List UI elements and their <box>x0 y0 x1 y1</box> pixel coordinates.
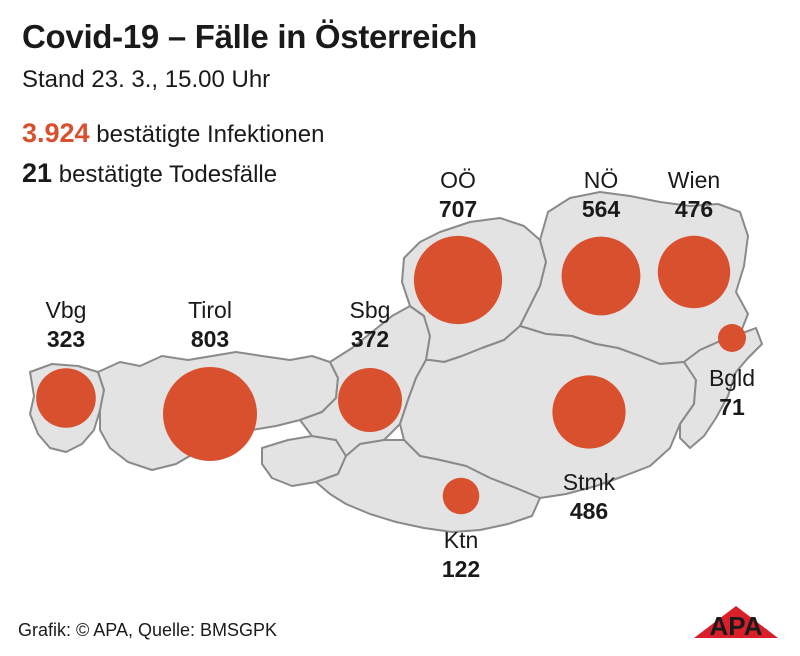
bubble-ooe <box>413 235 503 325</box>
apa-logo-text: APA <box>710 611 763 641</box>
deaths-label: bestätigte Todesfälle <box>58 161 278 188</box>
label-vbg-name: Vbg <box>46 297 87 323</box>
apa-logo: APA <box>694 606 778 641</box>
label-ooe-name: OÖ <box>440 167 476 193</box>
label-ooe-cases: 707 <box>439 196 477 222</box>
region-labels: Vbg 323 Tirol 803 Sbg 372 OÖ 707 NÖ 564 Wien 476 Bgl… <box>46 167 755 582</box>
label-vbg-cases: 323 <box>47 326 85 352</box>
label-tirol-name: Tirol <box>188 297 232 323</box>
bubble-sbg <box>338 368 402 432</box>
bubble-wien <box>657 235 731 309</box>
infections-value: 3.924 <box>22 118 90 148</box>
deaths-value: 21 <box>22 158 53 188</box>
infections-stat: 3.924 bestätigte Infektionen <box>22 118 324 149</box>
label-wien-name: Wien <box>668 167 720 193</box>
bubble-tirol <box>163 367 257 461</box>
bubble-stmk <box>552 375 626 449</box>
bubble-bgld <box>718 324 746 352</box>
region-stmk-shape <box>399 325 697 499</box>
infections-label: bestätigte Infektionen <box>96 121 325 148</box>
bubble-vbg <box>36 368 96 428</box>
label-tirol-cases: 803 <box>191 326 229 352</box>
label-sbg-cases: 372 <box>351 326 389 352</box>
bubble-noe <box>561 236 641 316</box>
label-bgld-cases: 71 <box>719 394 745 420</box>
deaths-stat: 21 bestätigte Todesfälle <box>22 158 277 189</box>
label-stmk-cases: 486 <box>570 498 608 524</box>
label-wien-cases: 476 <box>675 196 713 222</box>
region-bgld-shape <box>679 327 763 449</box>
label-bgld-name: Bgld <box>709 365 755 391</box>
page-title: Covid-19 – Fälle in Österreich <box>22 18 477 55</box>
bubble-ktn <box>442 477 480 515</box>
region-shapes <box>29 191 763 533</box>
page-subtitle: Stand 23. 3., 15.00 Uhr <box>22 66 271 93</box>
label-sbg-name: Sbg <box>350 297 391 323</box>
label-stmk-name: Stmk <box>563 469 616 495</box>
case-bubbles <box>36 235 746 515</box>
label-noe-cases: 564 <box>582 196 621 222</box>
region-ktn-shape <box>315 439 541 533</box>
footer-credit: Grafik: © APA, Quelle: BMSGPK <box>18 620 278 640</box>
label-noe-name: NÖ <box>584 167 619 193</box>
label-ktn-cases: 122 <box>442 556 480 582</box>
label-ktn-name: Ktn <box>444 527 479 553</box>
